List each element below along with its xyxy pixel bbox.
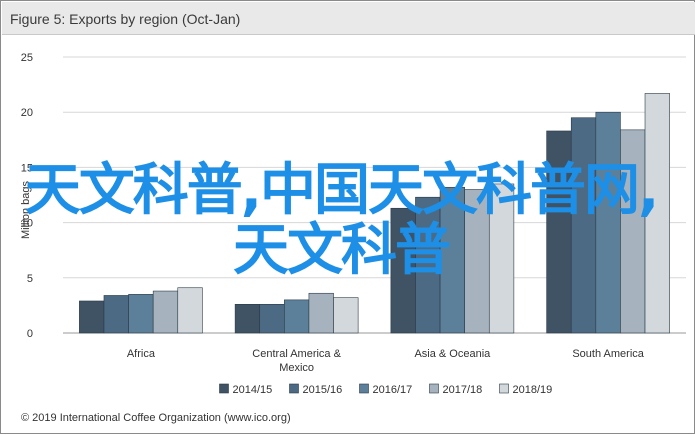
x-tick-label: Central America & [252, 348, 341, 360]
y-tick-label: 25 [21, 52, 33, 64]
bar [177, 287, 203, 334]
y-tick-label: 10 [21, 218, 33, 230]
bar [284, 299, 310, 334]
legend-label: 2014/15 [233, 384, 273, 396]
bar [152, 290, 179, 334]
bar [546, 130, 572, 334]
bar [308, 292, 334, 334]
legend-label: 2016/17 [373, 384, 413, 396]
watermark-text: 天文科普,中国天文科普网,天文科普 [24, 158, 660, 283]
x-tick-label: Africa [127, 348, 156, 360]
bar [234, 303, 261, 334]
bar [259, 303, 285, 334]
x-tick-label: South America [572, 348, 644, 360]
y-axis-label: Million bags [20, 180, 32, 239]
legend-swatch [359, 383, 369, 394]
bar [620, 129, 646, 334]
title-bar: Figure 5: Exports by region (Oct-Jan) [2, 2, 695, 35]
source-credit: © 2019 International Coffee Organization… [21, 412, 291, 424]
figure-title: Figure 5: Exports by region (Oct-Jan) [10, 11, 241, 27]
y-tick-label: 20 [21, 107, 33, 119]
x-tick-label: Asia & Oceania [414, 348, 491, 360]
bar [464, 189, 490, 334]
bar [103, 295, 129, 334]
bar [595, 111, 621, 334]
bar [415, 196, 441, 334]
legend-label: 2017/18 [443, 384, 483, 396]
bar [390, 207, 416, 334]
x-tick-label: Mexico [279, 362, 314, 374]
legend-swatch [429, 383, 439, 394]
y-tick-label: 0 [27, 328, 33, 340]
y-tick-label: 15 [21, 162, 33, 174]
legend-label: 2015/16 [303, 384, 343, 396]
legend-swatch [289, 383, 299, 394]
bar [128, 294, 154, 334]
bar [79, 300, 105, 334]
legend-label: 2018/19 [513, 384, 553, 396]
legend-swatch [219, 383, 229, 394]
legend-swatch [499, 383, 509, 394]
bar [488, 183, 515, 334]
bar [644, 93, 670, 334]
bar [333, 297, 359, 334]
y-tick-label: 5 [27, 273, 33, 285]
bar [439, 186, 465, 334]
